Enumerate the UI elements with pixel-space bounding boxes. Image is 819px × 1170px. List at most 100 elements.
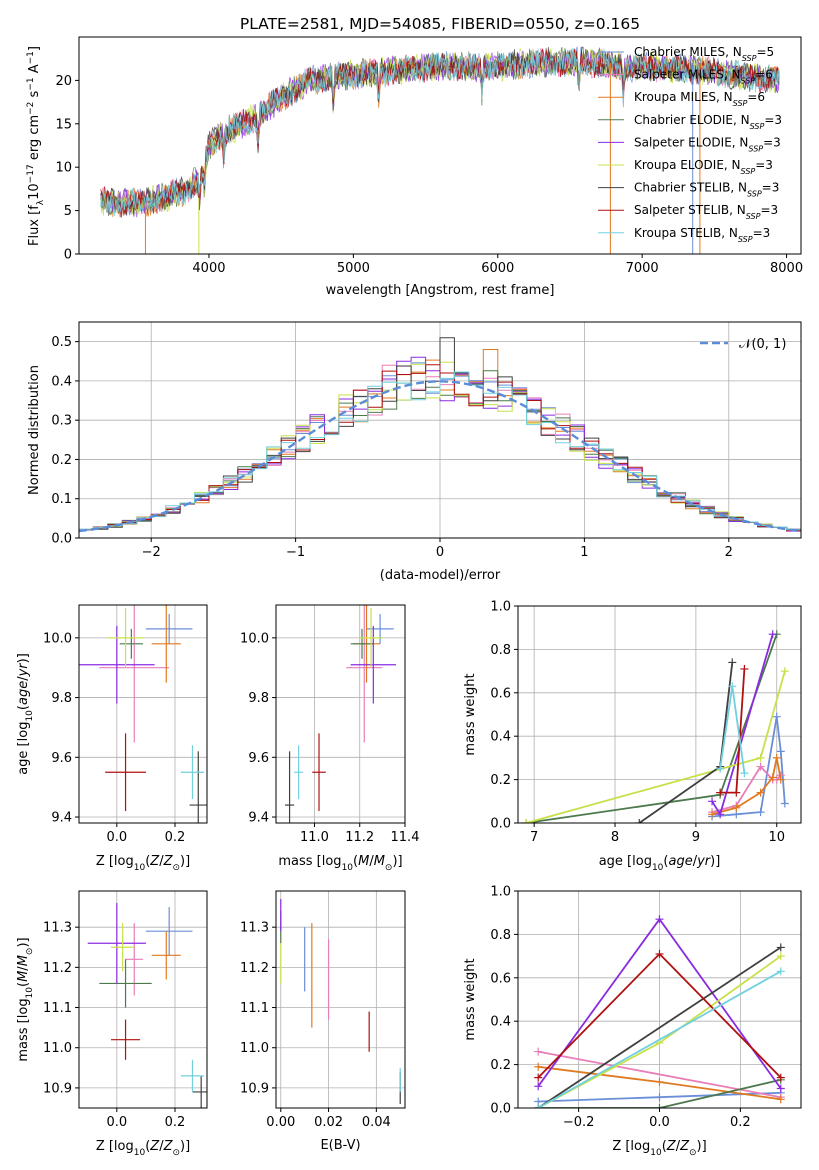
x-axis-label-part: s	[27, 90, 42, 101]
weight-point-marker	[522, 819, 531, 823]
x-axis-label-part: )]	[16, 653, 31, 663]
x-axis-label-part: Z	[149, 854, 160, 869]
x-axis-label-part: (	[145, 1139, 150, 1154]
y-tick-label: 0.8	[490, 928, 511, 943]
x-tick-label: 11.4	[391, 830, 420, 845]
x-axis-label-part: Flux [f	[27, 205, 42, 246]
spectrum-series-line	[100, 46, 780, 216]
legend-entry-text: Salpeter MILES, N	[634, 68, 741, 82]
y-tick-label: 0	[64, 248, 72, 263]
legend-entry: Kroupa STELIB, NSSP=3	[634, 226, 770, 244]
x-axis-label-part: )]	[392, 854, 402, 869]
x-tick-label: 0.0	[649, 1115, 670, 1130]
x-axis-label-part: mass [log	[16, 998, 31, 1061]
x-axis-label-part: /	[16, 676, 31, 681]
y-tick-label: 5	[64, 204, 72, 219]
legend-entry: Kroupa ELODIE, NSSP=3	[634, 158, 773, 176]
y-tick-label: 10.0	[43, 631, 72, 646]
y-tick-label: 0.2	[51, 453, 72, 468]
x-axis-label-part: (	[353, 854, 358, 869]
mass-vs-Z-panel: 0.0 0.210.911.011.111.211.3Z [log10(Z/Z⊙)…	[16, 890, 208, 1158]
weight-point-marker	[780, 667, 789, 676]
x-axis-label-part: 10	[134, 863, 146, 873]
x-axis-label-part: A	[27, 64, 42, 77]
y-tick-label: 9.6	[51, 751, 72, 766]
legend-entry-sub: SSP	[742, 54, 757, 63]
weight-series-line	[525, 633, 778, 823]
mass-vs-EBV-panel-content	[280, 899, 401, 1104]
legend-entry-text: Kroupa STELIB, N	[634, 226, 738, 240]
y-tick-label: 11.0	[240, 1041, 269, 1056]
x-tick-label: 0	[436, 545, 444, 560]
spectrum-panel-frame	[78, 36, 802, 255]
weight-point-marker	[534, 1062, 543, 1071]
y-tick-label: 0.4	[490, 1015, 511, 1030]
weight-point-marker	[534, 1082, 543, 1091]
y-tick-label: 10.9	[43, 1081, 72, 1096]
x-axis-label-part: /	[676, 1139, 681, 1154]
y-tick-label: 9.8	[248, 691, 269, 706]
figure-title: PLATE=2581, MJD=54085, FIBERID=0550, z=0…	[240, 15, 640, 33]
legend-entry-text: Salpeter STELIB, N	[634, 203, 746, 217]
weight-series-line	[712, 716, 786, 818]
x-axis-label-part: 10	[134, 1148, 146, 1158]
weight-point-marker	[732, 788, 741, 797]
x-tick-label: 4000	[192, 261, 225, 276]
x-axis-label-part: age [log	[16, 722, 31, 775]
weight-point-marker	[776, 775, 785, 784]
weight-point-marker	[772, 753, 781, 762]
legend-entry-text: Kroupa MILES, N	[634, 90, 733, 104]
weight-point-marker	[708, 797, 717, 806]
x-axis-label-part: Z	[666, 1139, 677, 1154]
mass-vs-Z-panel-frame	[78, 890, 208, 1109]
x-axis-label-part: (	[663, 854, 668, 869]
y-tick-label: 11.0	[43, 1041, 72, 1056]
weight-point-marker	[534, 1047, 543, 1056]
legend-entry: Salpeter ELODIE, NSSP=3	[634, 135, 781, 153]
weight-series-line	[711, 765, 782, 813]
mass-weight-vs-Z-panel-content	[534, 915, 785, 1108]
histogram-panel-frame	[78, 321, 802, 539]
legend-entry-text: Chabrier STELIB, N	[634, 181, 747, 195]
x-tick-label: 8	[611, 830, 619, 845]
y-tick-label: 9.4	[51, 811, 72, 826]
x-axis-label-part: 10	[25, 710, 35, 722]
weight-point-marker	[780, 799, 789, 808]
x-axis-label: age [log10(age/yr)]	[599, 854, 721, 873]
x-axis-label-part: Z	[163, 854, 174, 869]
legend-entry-tail: =3	[764, 113, 782, 127]
legend-entry-sub: SSP	[750, 121, 765, 130]
y-tick-label: 0.2	[490, 1058, 511, 1073]
y-tick-label: 0.1	[51, 492, 72, 507]
legend-entry-tail: =5	[756, 45, 774, 59]
legend-entry-tail: =3	[755, 158, 773, 172]
x-axis-label-part: (	[16, 982, 31, 987]
y-tick-label: 10	[55, 161, 72, 176]
weight-point-marker	[534, 1073, 543, 1082]
y-tick-label: 11.1	[240, 1001, 269, 1016]
x-axis-label-part: /	[693, 854, 698, 869]
weight-point-marker	[655, 915, 664, 924]
x-axis-label-part: Z	[163, 1139, 174, 1154]
spectrum-series-line	[100, 47, 780, 216]
x-tick-label: 0.02	[314, 1115, 343, 1130]
x-tick-label: 7	[530, 830, 538, 845]
weight-point-marker	[776, 747, 785, 756]
weight-point-marker	[776, 1084, 785, 1093]
y-tick-label: 0.8	[490, 643, 511, 658]
x-tick-label: 5000	[337, 261, 370, 276]
x-axis-label-part: (	[16, 705, 31, 710]
legend-entry: Chabrier MILES, NSSP=5	[634, 45, 774, 63]
x-axis-label-part: ⊙	[689, 1148, 697, 1158]
legend-entry: Chabrier STELIB, NSSP=3	[634, 181, 779, 199]
weight-point-marker	[728, 658, 737, 667]
legend-entry: Kroupa MILES, NSSP=6	[634, 90, 765, 108]
x-axis-label-part: )]	[180, 854, 190, 869]
mass-weight-vs-age-panel-frame	[517, 605, 802, 824]
mass-vs-EBV-panel: 0.00 0.02 0.04 10.9 11.0 11.1 11.2 11.3 E(B-V)	[240, 890, 406, 1153]
mass-weight-vs-Z-panel: −0.2 0.0 0.20.00.20.40.60.81.0Z [log10(Z/Z…	[463, 885, 802, 1158]
x-axis-label-part: −1	[26, 51, 36, 64]
